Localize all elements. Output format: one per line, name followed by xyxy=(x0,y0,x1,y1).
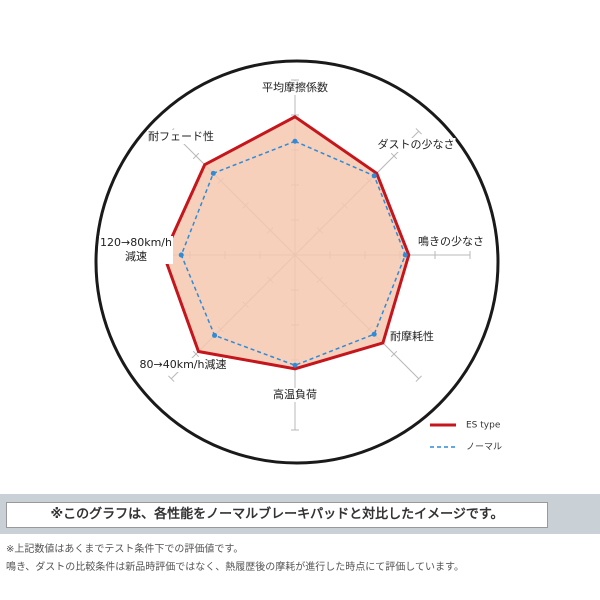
series-point xyxy=(371,331,377,337)
tick-mark xyxy=(168,375,175,382)
legend-label: ES type xyxy=(466,421,501,431)
tick-mark xyxy=(390,152,398,160)
outer-ring xyxy=(94,59,500,465)
tick-mark xyxy=(390,350,398,358)
series-point xyxy=(292,362,298,368)
series-area xyxy=(162,115,411,371)
category-label: 耐摩耗性 xyxy=(389,330,435,344)
chart: ES type ノーマル xyxy=(94,59,502,465)
note: 鳴き、ダストの比較条件は新品時評価ではなく、熱履歴後の摩耗が進行した時点にて評価… xyxy=(6,562,464,573)
series-point xyxy=(178,252,184,258)
series-point xyxy=(292,138,298,144)
series-point xyxy=(212,332,218,338)
tick-mark xyxy=(415,375,422,382)
category-label: 鳴きの少なさ xyxy=(417,235,485,249)
note: ※上記数値はあくまでテスト条件下での評価値です。 xyxy=(6,544,244,555)
tick-mark xyxy=(192,350,200,358)
category-label: 耐フェード性 xyxy=(147,130,215,144)
category-label: 80→40km/h減速 xyxy=(138,358,228,372)
category-label: 平均摩擦係数 xyxy=(261,81,329,95)
legend-label: ノーマル xyxy=(466,443,502,453)
series-point xyxy=(210,170,216,176)
series-point xyxy=(371,173,377,179)
series-area xyxy=(180,140,407,367)
tick-mark xyxy=(415,128,422,135)
tick-mark xyxy=(192,152,200,160)
category-label: 高温負荷 xyxy=(272,388,318,402)
category-label: ダストの少なさ xyxy=(376,138,456,152)
banner: ※このグラフは、各性能をノーマルブレーキパッドと対比したイメージです。 xyxy=(6,502,548,528)
category-label: 120→80km/h 減速 xyxy=(99,236,173,264)
series-point xyxy=(402,252,408,258)
